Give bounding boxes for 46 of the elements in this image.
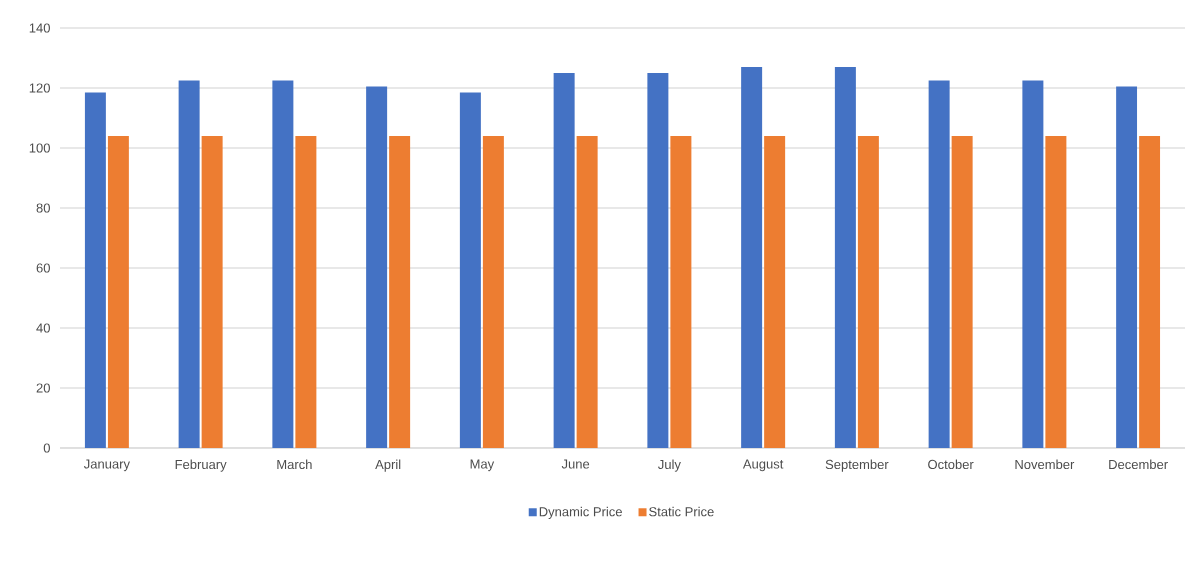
bar xyxy=(764,136,786,448)
x-tick-label: March xyxy=(277,459,312,470)
x-tick-label: February xyxy=(175,459,227,472)
x-tick-label: December xyxy=(1109,459,1168,470)
bar xyxy=(1139,136,1161,448)
bar xyxy=(1045,136,1067,448)
bar xyxy=(834,67,856,448)
bar xyxy=(1116,86,1138,448)
bar xyxy=(201,136,223,448)
bar xyxy=(107,136,129,448)
bar xyxy=(84,92,106,448)
bar xyxy=(576,136,598,448)
legend-label: Dynamic Price xyxy=(539,506,622,519)
y-tick-label: 100 xyxy=(29,143,50,153)
bar xyxy=(366,86,388,448)
x-tick-label: January xyxy=(83,459,130,472)
x-tick-label: August xyxy=(742,459,784,472)
bar xyxy=(553,73,575,448)
y-tick-label: 40 xyxy=(36,323,50,333)
bar xyxy=(951,136,973,448)
y-tick-label: 0 xyxy=(43,443,50,453)
x-tick-label: October xyxy=(928,459,974,470)
bar xyxy=(482,136,504,448)
bar xyxy=(459,92,481,448)
legend-label: Static Price xyxy=(649,506,714,517)
y-tick-label: 120 xyxy=(29,83,50,93)
x-tick-label: July xyxy=(658,459,681,472)
bar xyxy=(178,80,200,448)
bar xyxy=(741,67,763,448)
x-tick-label: April xyxy=(375,459,401,472)
bar xyxy=(670,136,692,448)
y-tick-label: 60 xyxy=(36,263,50,273)
x-tick-label: September xyxy=(825,459,889,472)
bar xyxy=(928,80,950,448)
bar xyxy=(1022,80,1044,448)
bar xyxy=(295,136,317,448)
y-tick-label: 140 xyxy=(29,23,50,33)
bar xyxy=(647,73,669,448)
bar xyxy=(857,136,879,448)
x-tick-label: May xyxy=(470,459,495,472)
y-tick-label: 20 xyxy=(36,383,50,393)
bar xyxy=(389,136,411,448)
x-tick-label: June xyxy=(561,459,590,469)
y-tick-label: 80 xyxy=(36,203,50,213)
bar xyxy=(272,80,294,448)
x-tick-label: November xyxy=(1015,459,1075,470)
